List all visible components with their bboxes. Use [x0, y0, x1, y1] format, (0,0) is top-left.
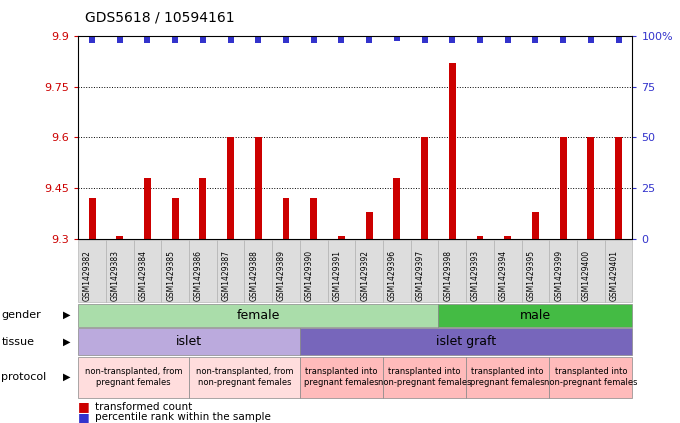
Bar [421, 137, 428, 239]
Text: GSM1429392: GSM1429392 [360, 250, 369, 301]
Text: ■: ■ [78, 401, 90, 413]
Text: female: female [237, 309, 280, 321]
Text: transformed count: transformed count [95, 402, 192, 412]
Bar [199, 178, 206, 239]
Bar [560, 137, 566, 239]
Text: GSM1429396: GSM1429396 [388, 250, 397, 301]
Text: ▶: ▶ [63, 310, 71, 320]
Text: GSM1429385: GSM1429385 [166, 250, 175, 301]
Bar [227, 137, 234, 239]
Text: percentile rank within the sample: percentile rank within the sample [95, 412, 271, 422]
Text: non-transplanted, from
pregnant females: non-transplanted, from pregnant females [85, 368, 182, 387]
Bar [283, 198, 290, 239]
Bar [255, 137, 262, 239]
Bar [144, 178, 151, 239]
Text: GSM1429387: GSM1429387 [222, 250, 231, 301]
Text: GSM1429393: GSM1429393 [471, 250, 480, 301]
Bar [366, 212, 373, 239]
Bar [588, 137, 594, 239]
Text: transplanted into
non-pregnant females: transplanted into non-pregnant females [544, 368, 638, 387]
Text: GSM1429388: GSM1429388 [250, 250, 258, 301]
Text: GSM1429394: GSM1429394 [498, 250, 508, 301]
Bar [310, 198, 317, 239]
Text: GSM1429384: GSM1429384 [139, 250, 148, 301]
Text: GSM1429383: GSM1429383 [111, 250, 120, 301]
Text: GSM1429389: GSM1429389 [277, 250, 286, 301]
Text: transplanted into
non-pregnant females: transplanted into non-pregnant females [378, 368, 471, 387]
Text: GSM1429395: GSM1429395 [526, 250, 535, 301]
Text: islet: islet [176, 335, 202, 348]
Text: GSM1429391: GSM1429391 [333, 250, 341, 301]
Text: GSM1429382: GSM1429382 [83, 250, 92, 301]
Bar [394, 178, 401, 239]
Bar [116, 236, 123, 239]
Bar [477, 236, 483, 239]
Text: non-transplanted, from
non-pregnant females: non-transplanted, from non-pregnant fema… [196, 368, 293, 387]
Text: transplanted into
pregnant females: transplanted into pregnant females [471, 368, 545, 387]
Bar [88, 198, 95, 239]
Text: ▶: ▶ [63, 337, 71, 346]
Bar [449, 63, 456, 239]
Text: GSM1429386: GSM1429386 [194, 250, 203, 301]
Text: GSM1429397: GSM1429397 [415, 250, 424, 301]
Bar [338, 236, 345, 239]
Text: GSM1429401: GSM1429401 [609, 250, 619, 301]
Text: transplanted into
pregnant females: transplanted into pregnant females [304, 368, 379, 387]
Bar [532, 212, 539, 239]
Text: tissue: tissue [1, 337, 35, 346]
Text: GSM1429399: GSM1429399 [554, 250, 563, 301]
Text: GSM1429398: GSM1429398 [443, 250, 452, 301]
Text: GDS5618 / 10594161: GDS5618 / 10594161 [85, 11, 235, 25]
Text: GSM1429390: GSM1429390 [305, 250, 313, 301]
Text: male: male [520, 309, 551, 321]
Bar [172, 198, 179, 239]
Text: islet graft: islet graft [436, 335, 496, 348]
Text: ▶: ▶ [63, 372, 71, 382]
Text: GSM1429400: GSM1429400 [582, 250, 591, 301]
Bar [505, 236, 511, 239]
Text: ■: ■ [78, 411, 90, 423]
Bar [615, 137, 622, 239]
Text: gender: gender [1, 310, 41, 320]
Text: protocol: protocol [1, 372, 47, 382]
